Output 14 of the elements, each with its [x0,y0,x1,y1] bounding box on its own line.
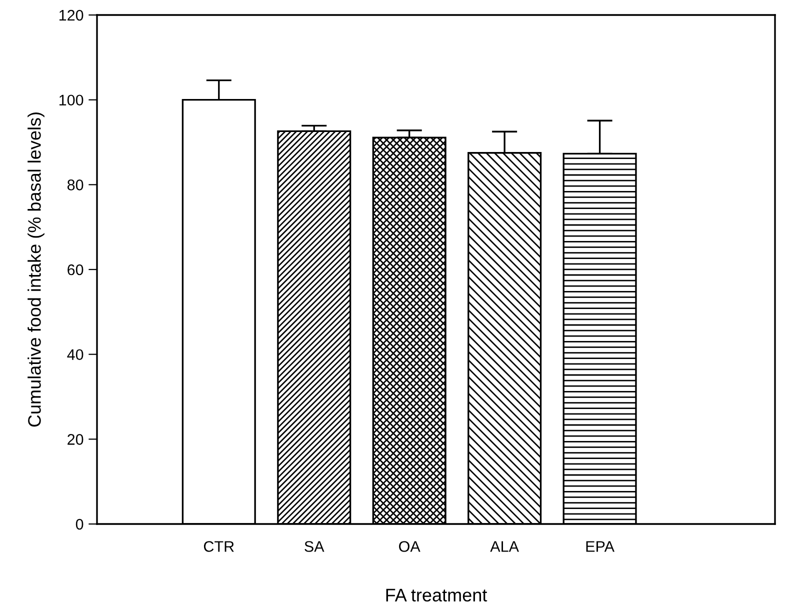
y-tick-label: 80 [67,180,84,190]
x-tick-label: SA [304,541,324,552]
x-tick-label: CTR [204,541,234,552]
y-axis-title: Cumulative food intake (% basal levels) [28,112,44,427]
y-tick-label: 100 [59,94,84,106]
x-axis-title: FA treatment [386,588,488,602]
y-tick-label: 0 [76,518,84,530]
x-tick-label: OA [399,541,420,552]
y-tick-label: 40 [67,349,84,360]
x-tick-label: ALA [490,541,519,552]
y-tick-label: 60 [68,264,84,276]
y-tick-label: 120 [59,10,84,21]
x-tick-label: EPA [586,541,614,552]
y-tick-label: 20 [68,434,84,445]
